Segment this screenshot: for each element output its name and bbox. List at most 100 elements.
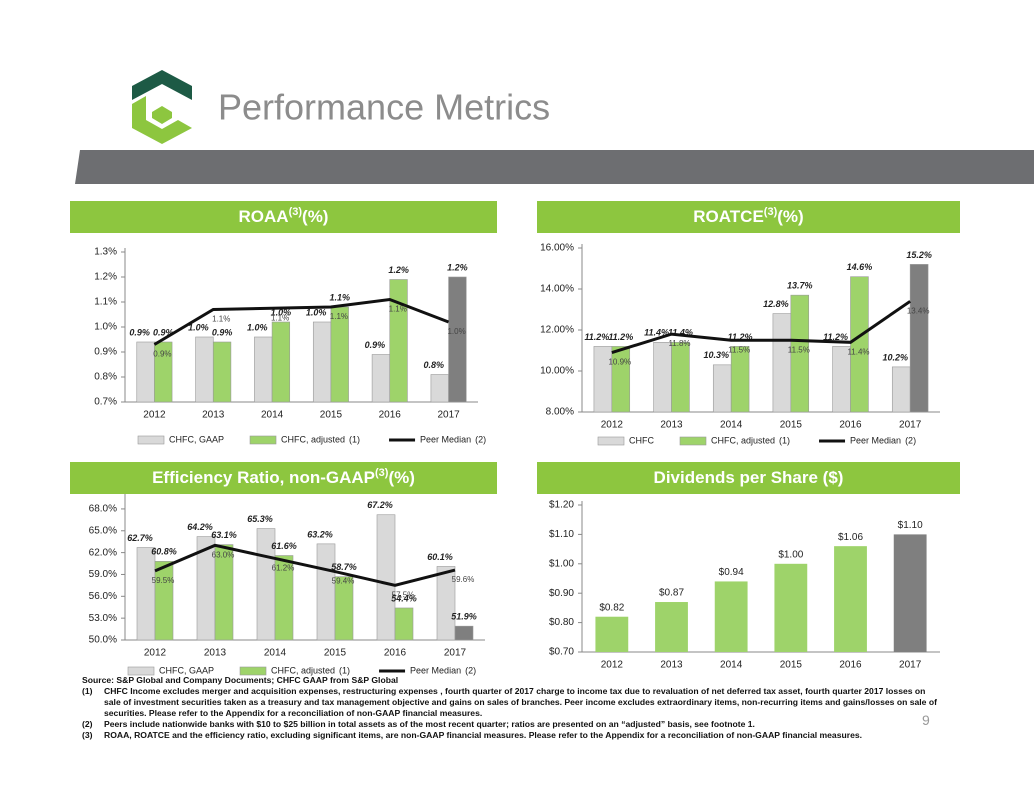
line-label: 11.5% (728, 345, 750, 354)
bar (334, 576, 354, 641)
data-label: 61.6% (271, 541, 297, 551)
x-tick-label: 2014 (261, 410, 284, 421)
line-label: 1.0% (447, 327, 465, 336)
title-part: Efficiency Ratio, non-GAAP (152, 468, 375, 487)
footnote: (2) Peers include nationwide banks with $… (82, 719, 942, 730)
line-label: 11.4% (847, 347, 869, 356)
legend-label: Peer Median (850, 435, 901, 445)
x-tick-label: 2017 (899, 660, 922, 671)
y-tick-label: 16.00% (540, 243, 574, 254)
data-label: 1.1% (329, 292, 350, 302)
bar (448, 276, 467, 403)
y-tick-label: $0.80 (549, 617, 574, 628)
legend-note: (2) (475, 434, 486, 444)
legend-swatch (137, 435, 165, 445)
bar (595, 616, 629, 652)
data-label: 54.4% (391, 593, 417, 603)
title-note: (3) (289, 206, 303, 218)
x-tick-label: 2015 (780, 660, 803, 671)
y-tick-label: 1.1% (94, 297, 117, 308)
y-tick-label: 10.00% (540, 366, 574, 377)
data-label: 58.7% (331, 562, 357, 572)
bar (772, 313, 792, 413)
title-part: (%) (302, 207, 328, 226)
x-tick-label: 2015 (780, 420, 803, 431)
data-label: $0.82 (599, 602, 624, 613)
line-label: 59.5% (152, 576, 175, 585)
bar (371, 354, 391, 403)
logo (132, 70, 192, 144)
data-label: 60.8% (151, 547, 177, 557)
y-tick-label: 59.0% (89, 569, 117, 580)
x-tick-label: 2013 (204, 648, 227, 659)
data-label: 1.0% (306, 307, 327, 317)
data-label: 63.2% (307, 529, 333, 539)
footnote-marker: (1) (82, 686, 93, 696)
data-label: 10.3% (703, 350, 729, 360)
bar (154, 341, 173, 403)
line-label: 1.1% (271, 313, 289, 322)
y-tick-label: 0.8% (94, 372, 117, 383)
line-label: 13.4% (907, 306, 930, 315)
legend-note: (1) (779, 435, 790, 445)
footnotes: Source: S&P Global and Company Documents… (82, 675, 942, 741)
x-tick-label: 2017 (444, 648, 467, 659)
data-label: 1.2% (388, 265, 409, 275)
bar (909, 264, 929, 413)
bar (850, 276, 869, 413)
line-series (154, 543, 456, 587)
x-tick-label: 2012 (601, 420, 624, 431)
bar (312, 321, 332, 403)
bar (136, 341, 155, 403)
footnote-text: CHFC Income excludes merger and acquisit… (104, 686, 937, 718)
legend-label: CHFC, adjusted (271, 665, 335, 675)
data-label: 1.0% (247, 322, 268, 332)
data-label: 64.2% (187, 522, 213, 532)
y-tick-label: 68.0% (89, 504, 117, 515)
line-label: 11.5% (788, 345, 810, 354)
legend-label: CHFC (629, 435, 654, 445)
data-label: 67.2% (367, 500, 393, 510)
y-tick-label: 14.00% (540, 284, 574, 295)
y-tick-label: 56.0% (89, 591, 117, 602)
footnote: (1) CHFC Income excludes merger and acqui… (82, 686, 942, 719)
data-label: 65.3% (247, 514, 273, 524)
section-header (70, 462, 497, 494)
bar (893, 534, 927, 652)
x-tick-label: 2016 (839, 420, 862, 431)
bar (430, 374, 449, 403)
data-label: 1.2% (447, 262, 468, 272)
data-label: $0.94 (719, 567, 744, 578)
bar (671, 341, 690, 413)
x-tick-label: 2016 (839, 660, 862, 671)
y-tick-label: $0.70 (549, 647, 574, 658)
line-series (153, 297, 450, 346)
line-label: 1.1% (389, 305, 407, 314)
bar (454, 625, 474, 641)
bar (611, 346, 631, 413)
bar (212, 341, 232, 403)
data-label: 15.2% (906, 250, 932, 260)
bar (655, 602, 688, 652)
y-tick-label: 0.7% (94, 397, 117, 408)
chart-title: Efficiency Ratio, non-GAAP(3)(%) (152, 467, 415, 488)
x-tick-label: 2014 (720, 660, 743, 671)
bar (774, 563, 808, 652)
data-label: 11.4% (644, 328, 669, 338)
data-label: 11.2% (823, 332, 848, 342)
legend-note: (2) (905, 435, 916, 445)
bar (891, 366, 911, 413)
line-label: 0.9% (153, 350, 171, 359)
line-label: 1.1% (212, 315, 230, 324)
footnote-text: Peers include nationwide banks with $10 … (104, 719, 755, 729)
legend-swatch (679, 436, 707, 446)
bar (271, 321, 291, 403)
y-tick-label: 12.00% (540, 325, 574, 336)
bar (712, 364, 732, 413)
line-label: 10.9% (608, 358, 631, 367)
x-tick-label: 2013 (660, 420, 683, 431)
data-label: 11.2% (608, 332, 633, 342)
legend-note: (2) (465, 665, 476, 675)
bar (790, 294, 810, 413)
section-header (70, 201, 497, 233)
